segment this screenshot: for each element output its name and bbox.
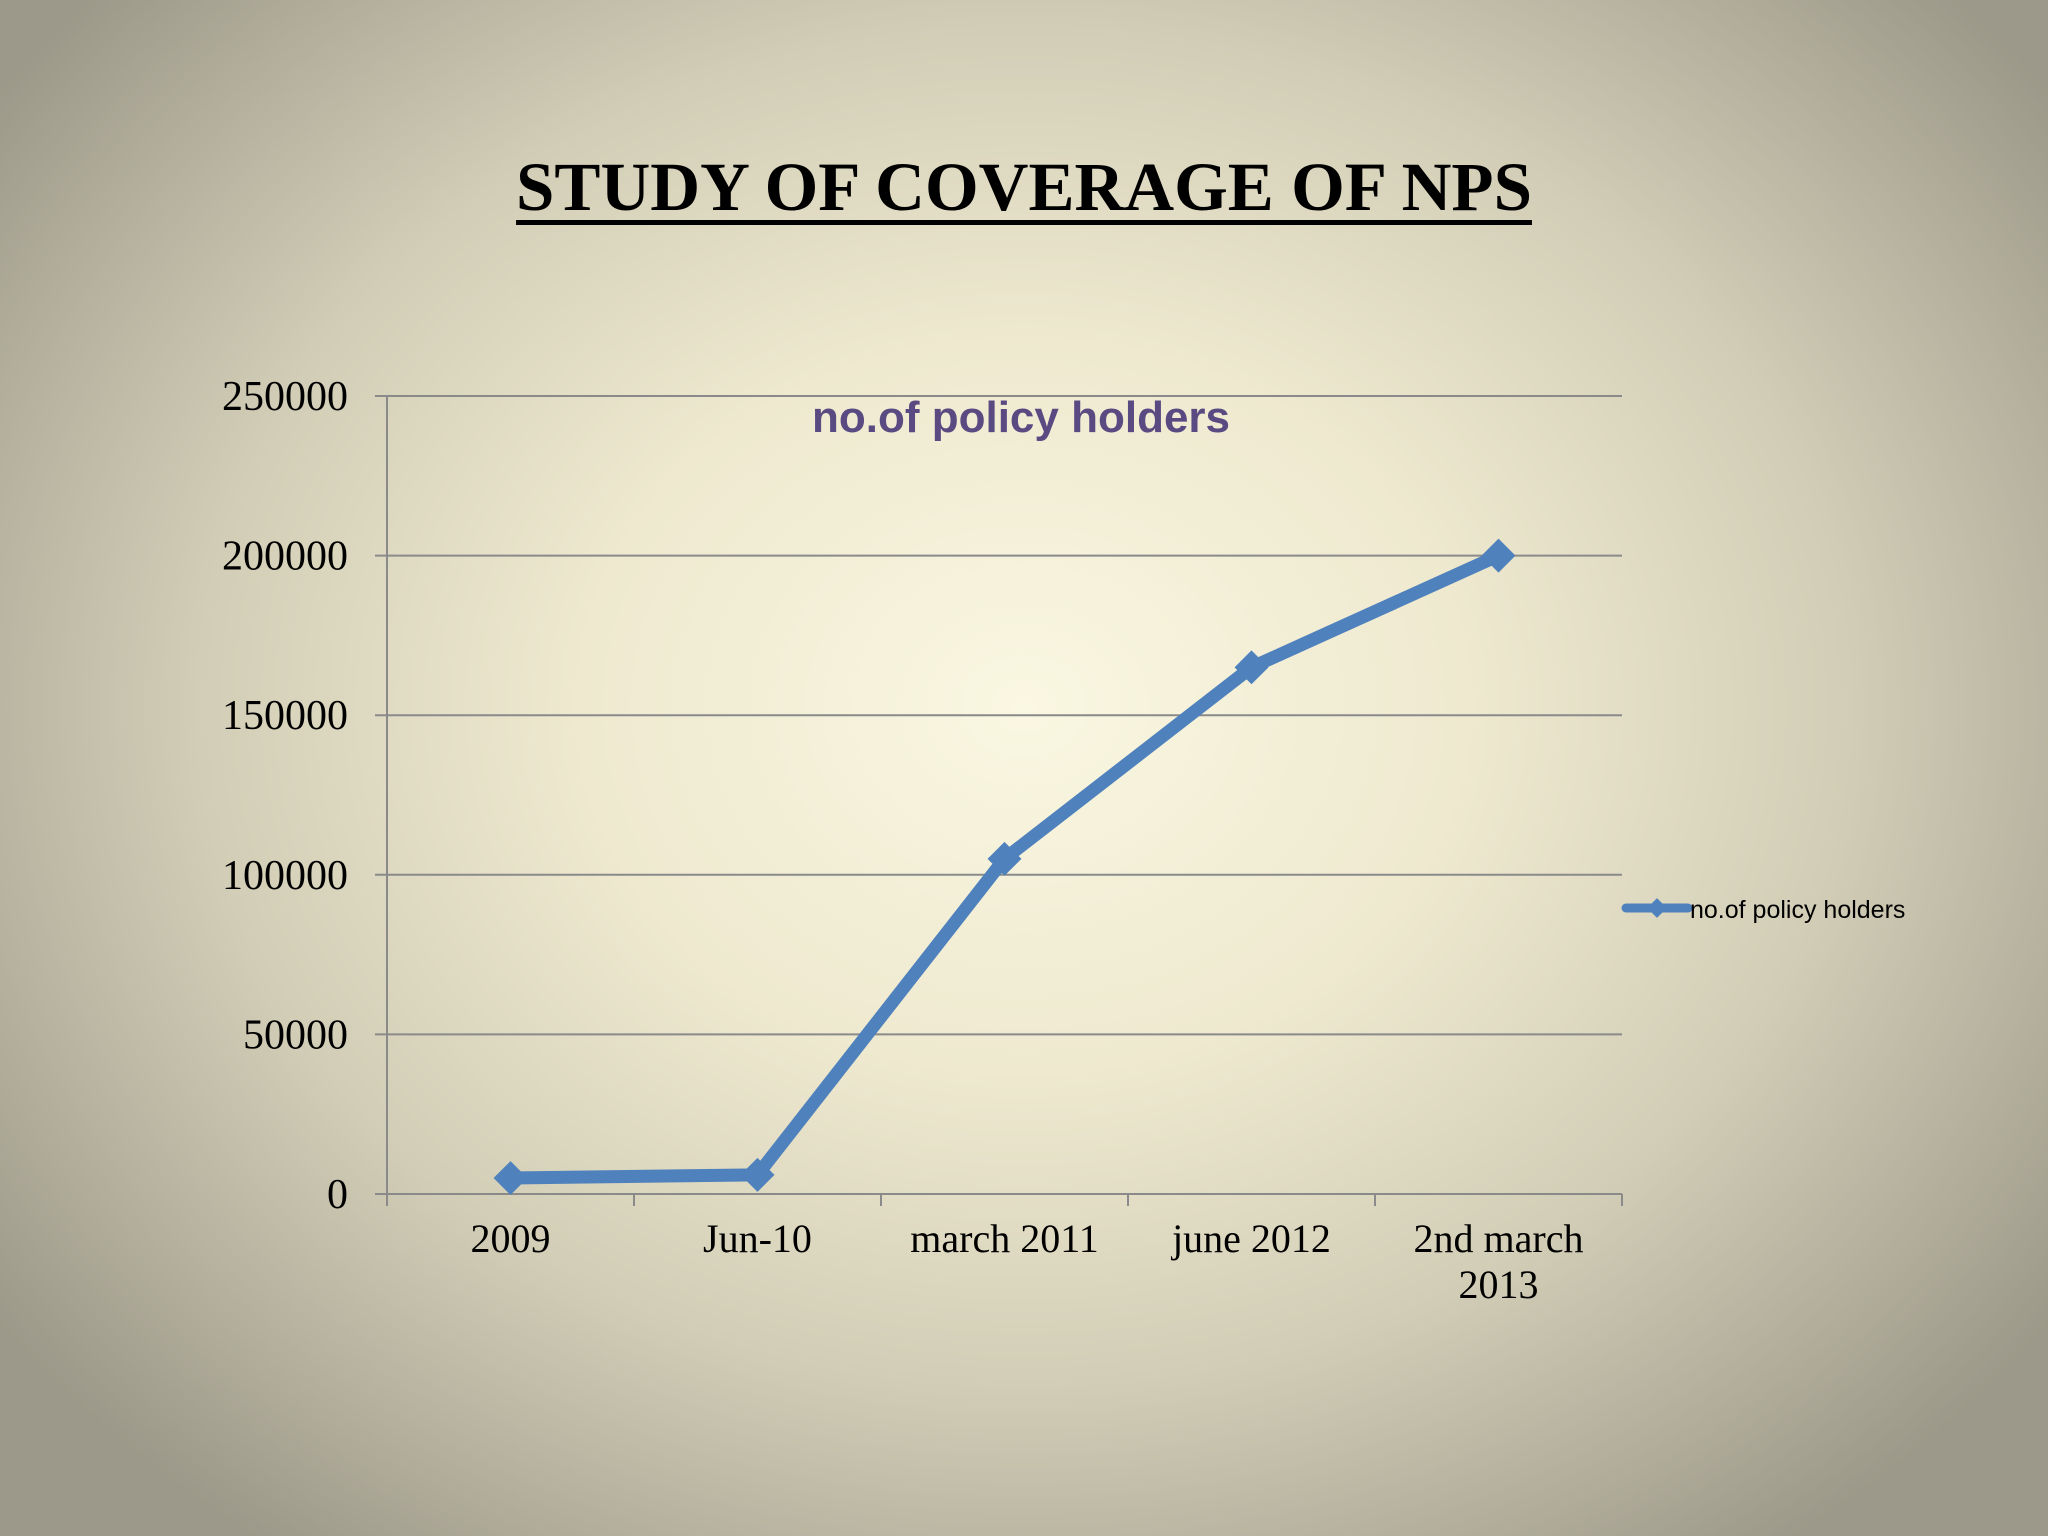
data-point-marker — [1481, 538, 1516, 573]
x-tick-label: Jun-10 — [703, 1216, 812, 1261]
y-tick-label: 100000 — [222, 853, 348, 899]
data-point-marker — [1234, 650, 1269, 685]
gridlines — [375, 395, 1622, 1036]
legend-marker — [1647, 898, 1667, 918]
x-axis-tick-labels: 2009 Jun-10 march 2011 june 2012 2nd march 20… — [471, 1216, 1584, 1307]
x-tick-label: march 2011 — [910, 1216, 1098, 1261]
y-tick-label: 50000 — [243, 1012, 348, 1058]
x-tick-label: 2nd march 2013 — [1414, 1216, 1584, 1307]
chart-title: no.of policy holders — [812, 393, 1230, 442]
axes — [375, 396, 1623, 1206]
x-tick-label: 2009 — [471, 1216, 551, 1261]
y-tick-label: 200000 — [222, 534, 348, 580]
y-tick-label: 0 — [327, 1172, 348, 1218]
data-point-marker — [740, 1157, 775, 1192]
x-tick-label: june 2012 — [1170, 1216, 1331, 1261]
y-axis-tick-labels: 0 50000 100000 150000 200000 250000 — [222, 374, 348, 1218]
y-tick-label: 250000 — [222, 374, 348, 420]
y-tick-label: 150000 — [222, 693, 348, 739]
slide-title: STUDY OF COVERAGE OF NPS — [516, 149, 1532, 225]
data-point-marker — [987, 841, 1022, 876]
legend-label: no.of policy holders — [1690, 896, 1905, 924]
legend: no.of policy holders — [1621, 896, 1905, 924]
data-point-marker — [493, 1161, 528, 1196]
series-group — [493, 538, 1516, 1196]
